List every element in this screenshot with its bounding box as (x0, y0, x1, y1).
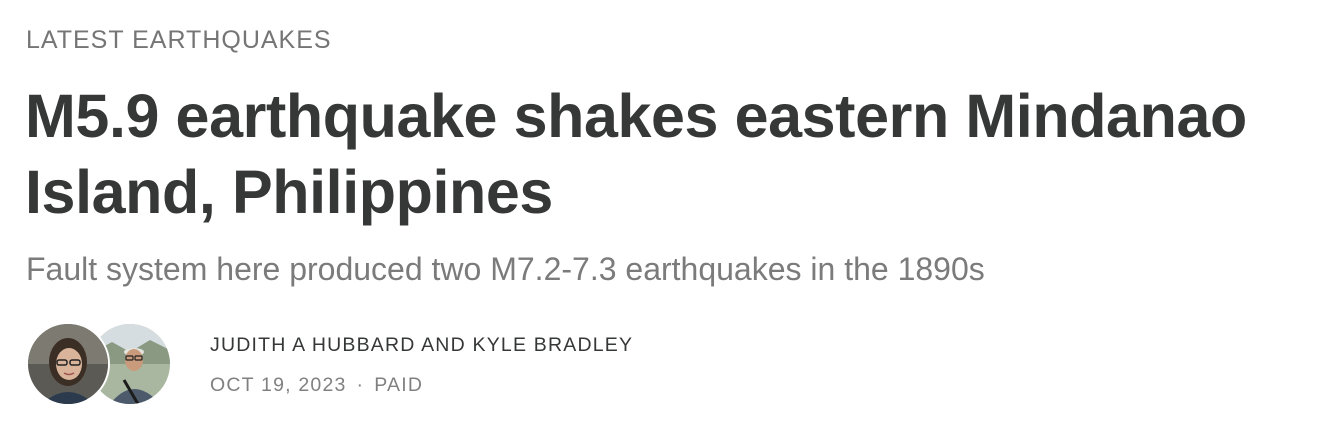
post-subtitle: Fault system here produced two M7.2-7.3 … (26, 251, 985, 287)
post-date: OCT 19, 2023 (210, 374, 347, 396)
post-title: M5.9 earthquake shakes eastern Mindanao … (25, 82, 1247, 226)
meta-separator: · (356, 374, 365, 396)
author-photo-1 (28, 324, 108, 404)
byline-meta: JUDITH A HUBBARD AND KYLE BRADLEY OCT 19… (210, 332, 633, 398)
byline-authors[interactable]: JUDITH A HUBBARD AND KYLE BRADLEY (210, 334, 634, 356)
byline: JUDITH A HUBBARD AND KYLE BRADLEY OCT 19… (26, 322, 826, 406)
access-badge: PAID (374, 374, 424, 396)
section-link[interactable]: LATEST EARTHQUAKES (26, 26, 332, 54)
author-avatar-judith[interactable] (26, 322, 110, 406)
post-meta: OCT 19, 2023 · PAID (210, 372, 633, 398)
